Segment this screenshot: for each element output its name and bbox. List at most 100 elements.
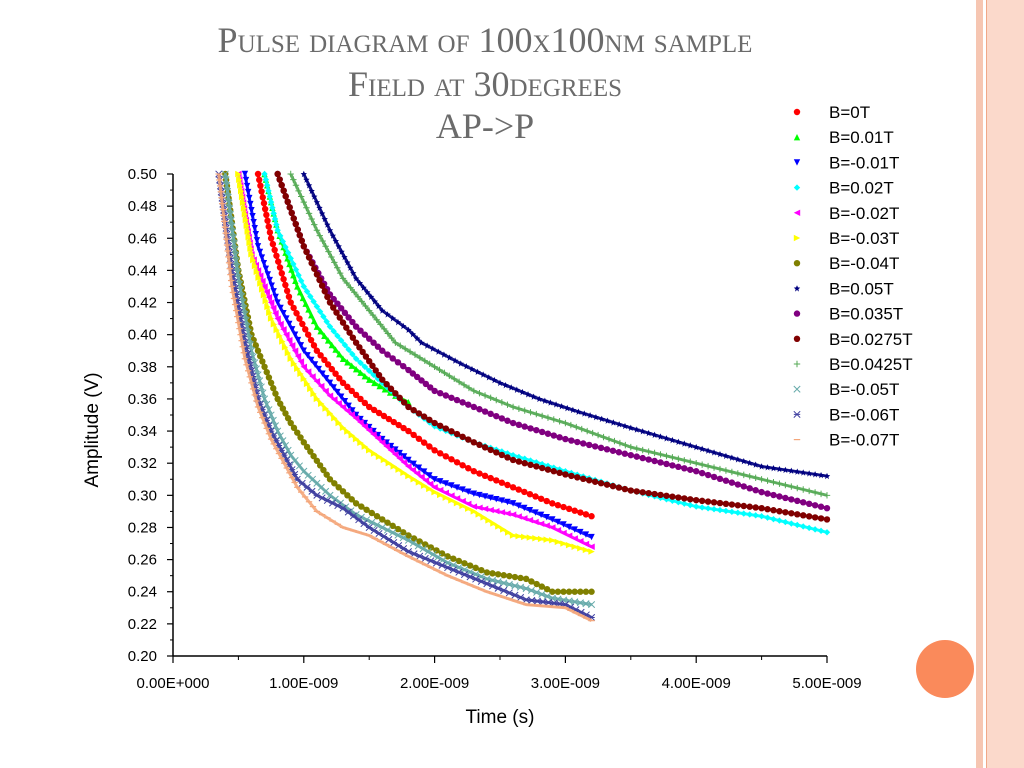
data-point: [424, 548, 432, 556]
data-point: [307, 336, 315, 344]
data-point: [502, 381, 509, 389]
data-point: [522, 575, 530, 583]
series-B=-0.02T: [235, 170, 595, 550]
data-point: [451, 357, 459, 364]
data-point: [493, 477, 500, 484]
data-point: [357, 359, 364, 366]
y-tick-label: 0.32: [128, 455, 157, 472]
data-point: [281, 344, 289, 351]
data-point: [352, 275, 360, 282]
data-point: [246, 239, 253, 247]
data-point: [498, 451, 506, 459]
data-point: [556, 469, 563, 477]
data-point: [374, 435, 382, 442]
data-point: [383, 443, 390, 450]
data-point: [337, 305, 345, 312]
data-point: [266, 276, 273, 284]
data-point: [560, 588, 567, 595]
data-point: [394, 359, 402, 366]
data-point: [294, 352, 302, 360]
data-point: [437, 486, 444, 494]
data-point: [405, 532, 412, 539]
data-point: [481, 493, 489, 500]
data-point: [663, 460, 670, 468]
data-point: [270, 321, 278, 328]
data-point: [326, 476, 334, 483]
data-point: [229, 234, 237, 242]
y-tick-label: 0.38: [128, 359, 157, 376]
data-point: [388, 334, 395, 342]
data-point: [811, 514, 819, 521]
data-point: [494, 578, 502, 586]
data-point: [268, 282, 275, 289]
series-B=0.0425T: [287, 170, 831, 499]
legend-marker: [793, 310, 801, 317]
data-point: [687, 501, 694, 509]
data-point: [752, 504, 759, 511]
data-point: [344, 508, 352, 516]
legend-marker: [793, 285, 801, 292]
data-point: [361, 423, 369, 430]
data-point: [490, 520, 497, 527]
data-point: [286, 260, 293, 268]
legend-entry: B=-0.05T: [793, 380, 899, 399]
data-point: [298, 479, 306, 487]
data-point: [465, 384, 473, 392]
data-point: [401, 345, 409, 352]
data-point: [538, 464, 546, 472]
data-point: [319, 370, 326, 377]
data-point: [256, 377, 264, 385]
data-point: [823, 529, 831, 536]
data-point: [776, 465, 783, 473]
data-point: [313, 271, 321, 278]
data-point: [279, 437, 287, 445]
data-point: [605, 435, 613, 443]
data-point: [283, 331, 290, 338]
data-point: [332, 370, 339, 377]
data-point: [392, 451, 399, 458]
data-point: [308, 215, 315, 223]
data-point: [805, 487, 813, 495]
y-tick-label: 0.26: [128, 552, 157, 569]
data-point: [586, 412, 594, 419]
data-point: [734, 456, 742, 463]
data-point: [264, 271, 272, 278]
data-point: [504, 529, 512, 536]
series-B=-0.03T: [235, 170, 595, 555]
data-point: [278, 181, 285, 189]
data-point: [400, 453, 408, 460]
data-point: [693, 503, 700, 510]
data-point: [265, 187, 272, 195]
series-B=0T: [254, 170, 595, 520]
data-point: [265, 374, 273, 381]
data-point: [509, 456, 517, 464]
data-point: [533, 463, 540, 470]
data-point: [504, 510, 511, 517]
data-point: [352, 323, 360, 330]
data-point: [478, 566, 485, 574]
data-point: [313, 303, 321, 310]
data-point: [364, 289, 371, 296]
data-point: [513, 386, 521, 393]
data-point: [292, 182, 300, 189]
data-point: [272, 390, 279, 397]
legend-label: B=0T: [829, 103, 870, 122]
slide-title-line-3: AP->P: [435, 106, 535, 146]
data-point: [504, 481, 511, 489]
data-point: [395, 466, 402, 473]
data-point: [734, 509, 742, 516]
data-point: [560, 540, 567, 547]
data-point: [335, 400, 342, 407]
data-point: [339, 379, 347, 387]
data-point: [515, 453, 523, 461]
data-point: [811, 489, 819, 496]
data-point: [336, 314, 343, 321]
data-point: [515, 458, 523, 465]
data-point: [710, 449, 718, 456]
data-point: [437, 478, 444, 485]
data-point: [422, 380, 430, 388]
data-point: [241, 170, 249, 178]
data-point: [300, 363, 307, 370]
data-point: [322, 243, 329, 250]
data-point: [307, 385, 314, 393]
